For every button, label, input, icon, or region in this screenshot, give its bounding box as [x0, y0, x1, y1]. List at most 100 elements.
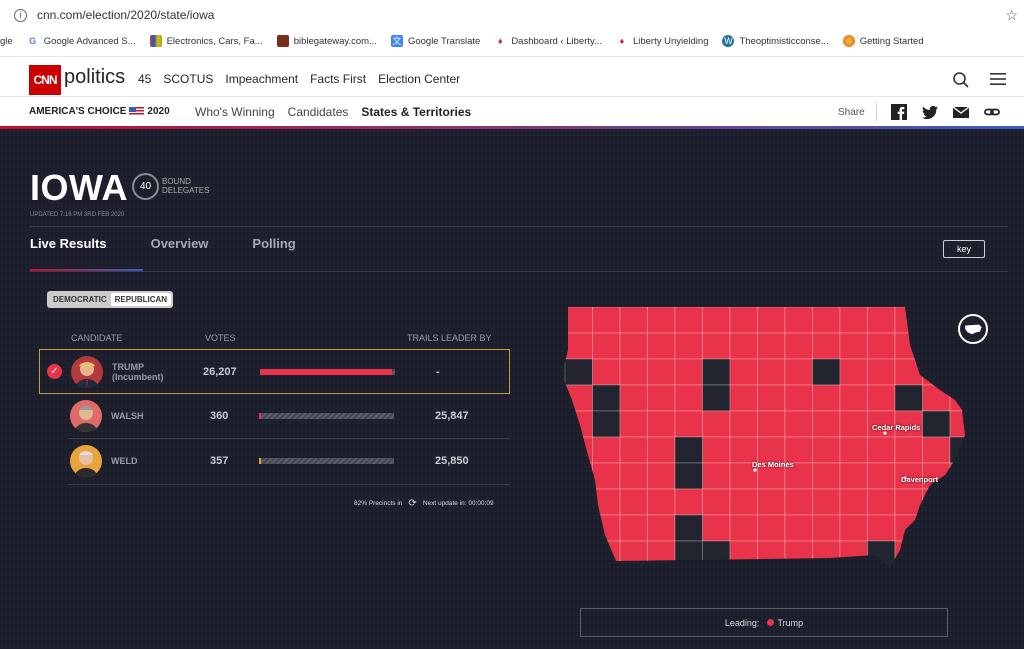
county[interactable]	[784, 384, 813, 412]
nav-item-election-center[interactable]: Election Center	[378, 72, 461, 86]
county[interactable]	[619, 436, 648, 464]
candidate-row-weld[interactable]: WELD 357 25,850	[39, 439, 510, 484]
county[interactable]	[894, 384, 923, 412]
county[interactable]	[757, 332, 786, 360]
county[interactable]	[619, 514, 648, 542]
county[interactable]	[867, 462, 896, 490]
county[interactable]	[592, 514, 621, 542]
county[interactable]	[592, 307, 621, 334]
bookmark-item[interactable]: G Google Advanced S...	[27, 35, 135, 47]
county[interactable]	[647, 488, 676, 516]
county[interactable]	[619, 540, 648, 567]
county[interactable]	[729, 436, 758, 464]
twitter-icon[interactable]	[922, 104, 938, 120]
county[interactable]	[839, 436, 868, 464]
bookmark-item[interactable]: ♦ Liberty Unyielding	[616, 35, 709, 47]
county[interactable]	[839, 358, 868, 386]
county[interactable]	[564, 384, 593, 412]
county[interactable]	[839, 307, 868, 334]
county[interactable]	[784, 488, 813, 516]
county[interactable]	[784, 462, 813, 490]
county[interactable]	[729, 540, 758, 567]
county[interactable]	[894, 358, 923, 386]
county[interactable]	[894, 332, 923, 360]
county[interactable]	[564, 358, 593, 386]
county[interactable]	[922, 436, 951, 464]
county[interactable]	[592, 462, 621, 490]
candidate-row-walsh[interactable]: WALSH 360 25,847	[39, 394, 510, 439]
county[interactable]	[564, 410, 593, 438]
cnn-logo[interactable]: CNN	[29, 65, 61, 95]
county[interactable]	[757, 514, 786, 542]
county[interactable]	[674, 514, 703, 542]
county[interactable]	[784, 410, 813, 438]
county[interactable]	[674, 488, 703, 516]
address-bar[interactable]: i cnn.com/election/2020/state/iowa ☆	[0, 0, 1024, 30]
county[interactable]	[757, 436, 786, 464]
county[interactable]	[922, 332, 951, 360]
county[interactable]	[702, 436, 731, 464]
county[interactable]	[784, 514, 813, 542]
county[interactable]	[674, 436, 703, 464]
county[interactable]	[619, 410, 648, 438]
county[interactable]	[729, 358, 758, 386]
nav-item-scotus[interactable]: SCOTUS	[163, 72, 214, 86]
refresh-icon[interactable]: ⟳	[408, 498, 417, 509]
county[interactable]	[922, 514, 951, 542]
county[interactable]	[619, 462, 648, 490]
county[interactable]	[784, 332, 813, 360]
county[interactable]	[702, 384, 731, 412]
county[interactable]	[867, 540, 896, 567]
county[interactable]	[949, 436, 970, 464]
section-title[interactable]: politics	[64, 66, 126, 88]
county[interactable]	[757, 462, 786, 490]
county[interactable]	[867, 307, 896, 334]
county[interactable]	[867, 436, 896, 464]
nav-item-45[interactable]: 45	[138, 72, 152, 86]
county[interactable]	[757, 488, 786, 516]
county[interactable]	[949, 384, 970, 412]
county[interactable]	[729, 307, 758, 334]
link-icon[interactable]	[984, 104, 1000, 120]
subnav-whos-winning[interactable]: Who's Winning	[195, 105, 275, 119]
bookmark-item[interactable]: 文 Google Translate	[390, 35, 481, 47]
county[interactable]	[784, 436, 813, 464]
county[interactable]	[922, 307, 951, 334]
subnav-states-territories[interactable]: States & Territories	[361, 105, 472, 119]
county[interactable]	[674, 540, 703, 567]
county[interactable]	[647, 332, 676, 360]
county[interactable]	[894, 436, 923, 464]
bookmark-item[interactable]: gle	[0, 35, 13, 47]
county[interactable]	[839, 488, 868, 516]
county[interactable]	[757, 384, 786, 412]
search-icon[interactable]	[952, 71, 970, 89]
county[interactable]	[894, 514, 923, 542]
county[interactable]	[647, 410, 676, 438]
nav-item-facts-first[interactable]: Facts First	[310, 72, 367, 86]
county[interactable]	[619, 307, 648, 334]
county[interactable]	[647, 384, 676, 412]
county[interactable]	[592, 332, 621, 360]
county[interactable]	[592, 436, 621, 464]
candidate-row-trump[interactable]: ✓ TRUMP (Incumbent) 26,207 -	[39, 349, 510, 394]
county[interactable]	[894, 540, 923, 567]
county[interactable]	[894, 488, 923, 516]
tab-overview[interactable]: Overview	[150, 236, 209, 251]
county[interactable]	[949, 514, 970, 542]
party-democratic[interactable]: DEMOCRATIC	[53, 295, 107, 304]
county[interactable]	[647, 307, 676, 334]
iowa-county-map[interactable]	[560, 305, 970, 570]
bookmark-item[interactable]: Getting Started	[842, 35, 924, 47]
county[interactable]	[702, 410, 731, 438]
county[interactable]	[674, 358, 703, 386]
county[interactable]	[867, 514, 896, 542]
county[interactable]	[647, 540, 676, 567]
county[interactable]	[674, 462, 703, 490]
county[interactable]	[702, 514, 731, 542]
county[interactable]	[839, 332, 868, 360]
county[interactable]	[564, 462, 593, 490]
county[interactable]	[757, 410, 786, 438]
county[interactable]	[757, 358, 786, 386]
county[interactable]	[564, 332, 593, 360]
county[interactable]	[839, 462, 868, 490]
